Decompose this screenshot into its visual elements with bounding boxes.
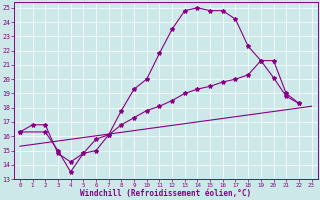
X-axis label: Windchill (Refroidissement éolien,°C): Windchill (Refroidissement éolien,°C) (80, 189, 251, 198)
